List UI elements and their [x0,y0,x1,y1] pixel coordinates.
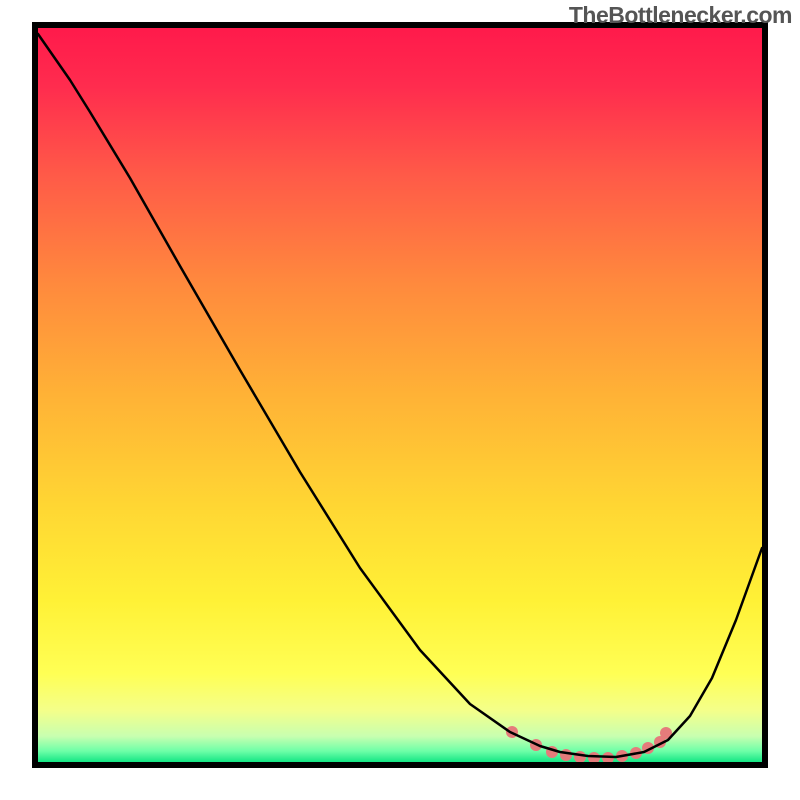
watermark-text: TheBottlenecker.com [569,2,792,29]
data-point [560,749,572,761]
chart-container: TheBottlenecker.com [0,0,800,800]
data-point [574,751,586,763]
bottleneck-curve-chart [0,0,800,800]
